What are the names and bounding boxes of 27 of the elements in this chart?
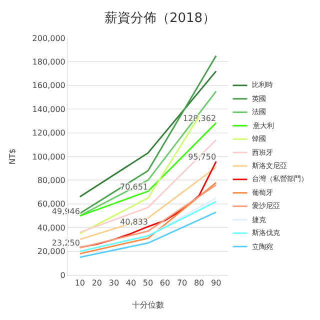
x-tick-label: 20: [92, 278, 102, 288]
y-tick-label: 100,000: [32, 152, 66, 162]
y-tick-label: 60,000: [37, 200, 66, 209]
y-tick-label: 120,000: [32, 128, 66, 138]
y-tick-label: 0: [60, 270, 66, 280]
y-tick-label: 180,000: [32, 58, 66, 66]
x-tick-label: 90: [210, 278, 222, 288]
y-tick-label: 140,000: [32, 104, 66, 114]
y-tick-label: 80,000: [37, 176, 66, 185]
x-tick-label: 50: [142, 278, 154, 288]
chart-title: 薪資分佈（2018）: [104, 10, 216, 26]
data-label: 95,750: [188, 152, 216, 162]
x-tick-label: 60: [160, 278, 170, 288]
line-series: [79, 160, 217, 248]
y-axis-title: NT$: [8, 148, 18, 164]
x-tick-label: 80: [194, 278, 204, 288]
y-tick-label: 20,000: [37, 247, 66, 256]
x-tick-label: 10: [74, 278, 86, 288]
x-tick-label: 30: [108, 278, 120, 288]
y-tick-label: 160,000: [32, 81, 66, 90]
data-label: 49,946: [52, 206, 80, 216]
x-tick-label: 40: [126, 278, 136, 288]
x-tick-label: 70: [176, 278, 188, 288]
y-tick-label: 40,000: [37, 223, 66, 232]
y-tick-label: 200,000: [32, 34, 66, 43]
data-label: 23,250: [52, 238, 80, 248]
x-axis-title: 十分位數: [132, 300, 164, 310]
